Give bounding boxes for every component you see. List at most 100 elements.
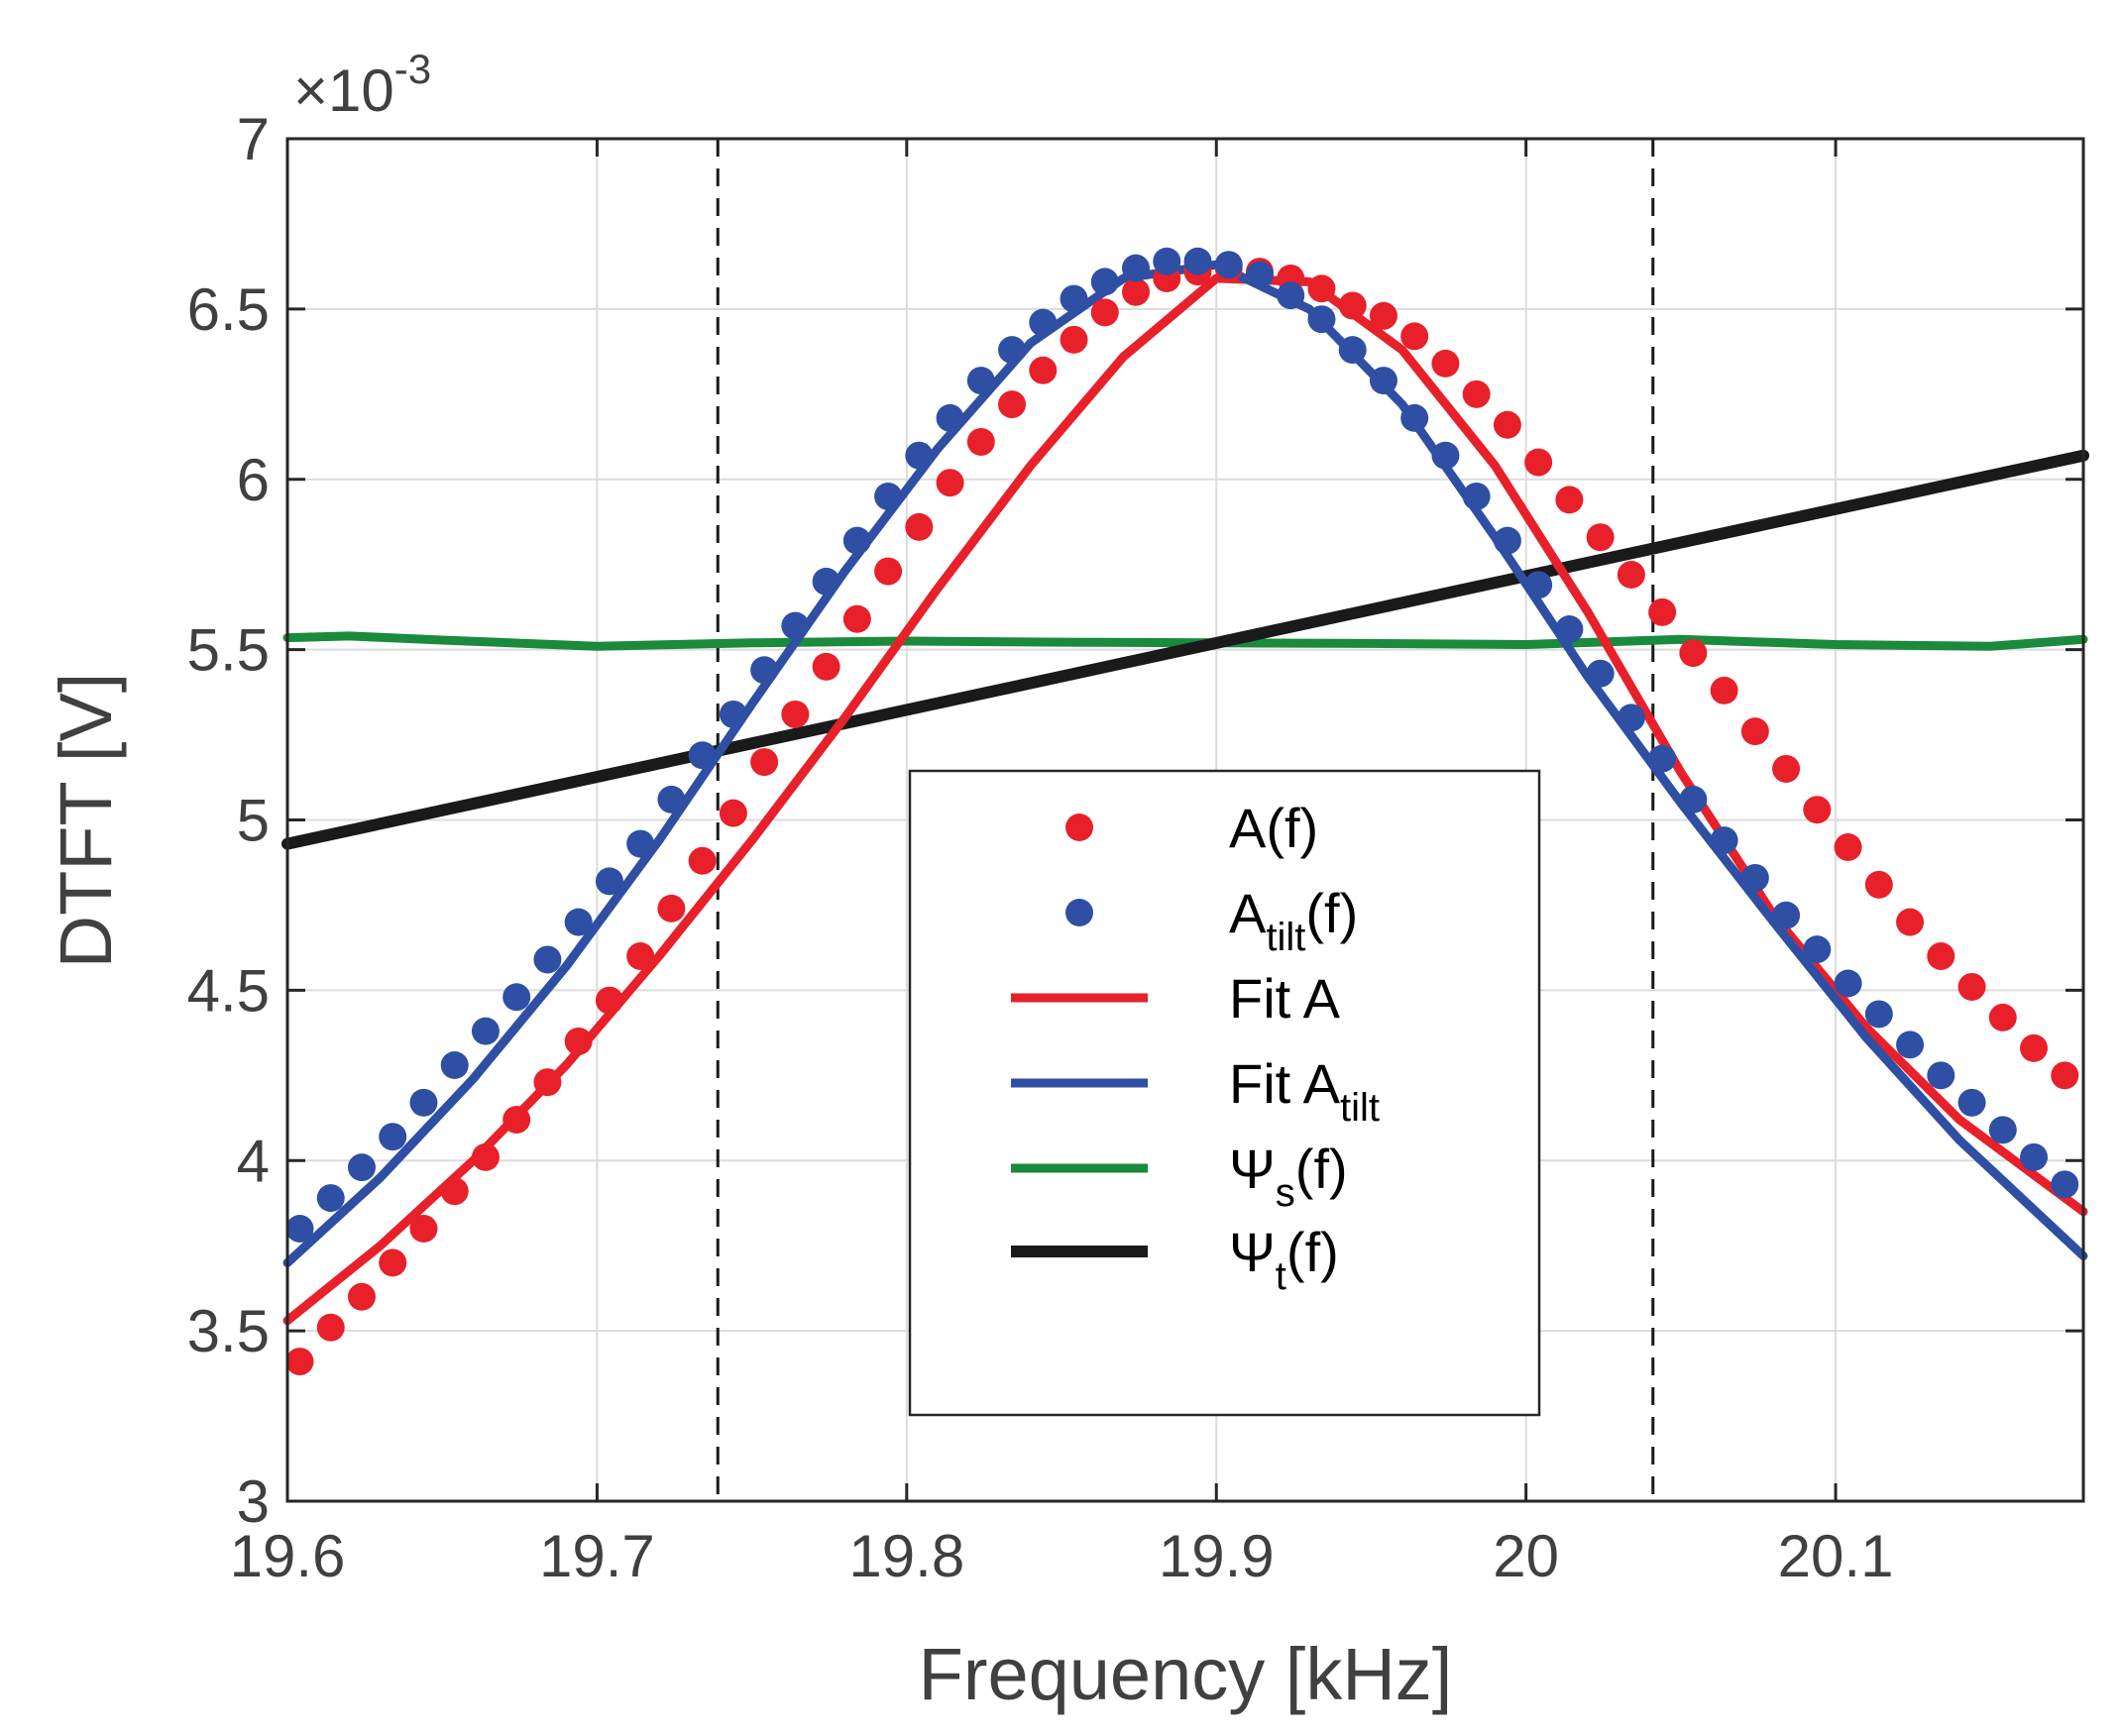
data-point	[688, 846, 717, 875]
series-line-t-f	[281, 449, 2089, 850]
data-point	[1524, 448, 1553, 477]
data-point	[2020, 1033, 2049, 1062]
legend-item: A(f)	[1065, 797, 1318, 859]
data-point	[1462, 482, 1491, 510]
data-point	[347, 1282, 376, 1311]
data-point	[719, 799, 747, 827]
data-point	[1555, 615, 1584, 643]
ticks	[285, 137, 2083, 1503]
data-point	[1090, 298, 1119, 327]
data-point	[1493, 526, 1521, 555]
data-point	[1493, 410, 1521, 439]
data-point	[936, 469, 964, 497]
x-tick-label: 19.8	[848, 1523, 964, 1589]
legend-label: Fit Atilt	[1229, 1052, 1380, 1130]
legend-label-tail: (f)	[1295, 1138, 1348, 1200]
data-point	[503, 983, 531, 1012]
data-point	[440, 1177, 469, 1206]
data-point	[1586, 659, 1615, 688]
legend-item: Ψs(f)	[1011, 1138, 1348, 1215]
data-point	[285, 1215, 314, 1243]
x-tick-label: 19.7	[539, 1523, 655, 1589]
data-point	[1834, 969, 1862, 998]
data-point	[1431, 441, 1460, 470]
y-tick-label: 6.5	[187, 276, 270, 343]
data-point	[1214, 251, 1243, 279]
series-markers-a-tilt-f	[285, 247, 2079, 1243]
data-point	[812, 652, 840, 681]
data-point	[781, 700, 810, 728]
data-point	[626, 942, 655, 970]
legend-label: Ψt(f)	[1229, 1221, 1339, 1298]
data-point	[1462, 380, 1491, 408]
data-point	[533, 1068, 562, 1097]
data-point	[1307, 274, 1336, 303]
data-point	[812, 567, 840, 596]
legend-label-subscript: t	[1276, 1254, 1286, 1298]
data-point	[1957, 972, 1986, 1001]
legend-marker	[1065, 899, 1093, 926]
y-exponent-power: -3	[394, 46, 431, 92]
legend-item: Ψt(f)	[1011, 1221, 1339, 1298]
data-point	[874, 482, 903, 510]
legend-label-main: Fit A	[1229, 967, 1341, 1030]
legend-marker	[1065, 814, 1093, 841]
data-point	[626, 829, 655, 858]
data-point	[285, 1348, 314, 1376]
y-tick-label: 4.5	[187, 957, 270, 1024]
data-point	[874, 557, 903, 586]
series-layer	[281, 247, 2089, 1376]
data-point	[1369, 301, 1397, 330]
data-point	[1988, 1116, 2017, 1144]
data-point	[1648, 597, 1677, 626]
data-point	[1369, 367, 1397, 395]
data-point	[2020, 1142, 2049, 1171]
data-point	[1586, 523, 1615, 552]
data-point	[379, 1248, 407, 1277]
data-point	[503, 1106, 531, 1134]
data-point	[1524, 571, 1553, 599]
x-tick-label: 20.1	[1778, 1523, 1894, 1589]
data-point	[347, 1153, 376, 1182]
data-point	[1153, 247, 1181, 275]
data-point	[1864, 870, 1893, 899]
legend-item: Fit Atilt	[1011, 1052, 1380, 1130]
data-point	[1864, 1000, 1893, 1029]
data-point	[1834, 833, 1862, 861]
legend-label-main: Ψ	[1229, 1221, 1276, 1283]
x-tick-labels: 19.6 19.7 19.8 19.9 20 20.1	[230, 1523, 1894, 1589]
x-tick-label: 19.6	[230, 1523, 346, 1589]
y-tick-label: 3.5	[187, 1298, 270, 1364]
data-point	[1122, 254, 1151, 282]
data-point	[719, 700, 747, 728]
data-point	[1307, 305, 1336, 334]
legend-label: Atilt(f)	[1229, 882, 1358, 959]
data-point	[842, 604, 871, 633]
data-point	[1740, 717, 1769, 746]
y-tick-label: 6	[237, 447, 270, 513]
data-point	[471, 1017, 500, 1045]
legend-label: Ψs(f)	[1229, 1138, 1348, 1215]
legend-item: Atilt(f)	[1065, 882, 1358, 959]
data-point	[1896, 908, 1925, 936]
legend-label-main: A(f)	[1229, 797, 1318, 859]
data-point	[1740, 863, 1769, 892]
data-point	[966, 367, 995, 395]
data-point	[905, 441, 934, 470]
data-point	[1400, 322, 1429, 351]
data-point	[1060, 325, 1088, 354]
data-point	[1679, 639, 1708, 668]
data-point	[1927, 1061, 1955, 1090]
x-tick-label: 19.9	[1159, 1523, 1275, 1589]
y-tick-label: 5.5	[187, 617, 270, 684]
data-point	[379, 1123, 407, 1151]
data-point	[533, 945, 562, 974]
data-point	[781, 611, 810, 640]
data-point	[1060, 284, 1088, 313]
data-point	[1927, 942, 1955, 970]
dashed-markers	[716, 139, 1655, 1501]
data-point	[1122, 277, 1151, 306]
data-point	[595, 986, 623, 1015]
